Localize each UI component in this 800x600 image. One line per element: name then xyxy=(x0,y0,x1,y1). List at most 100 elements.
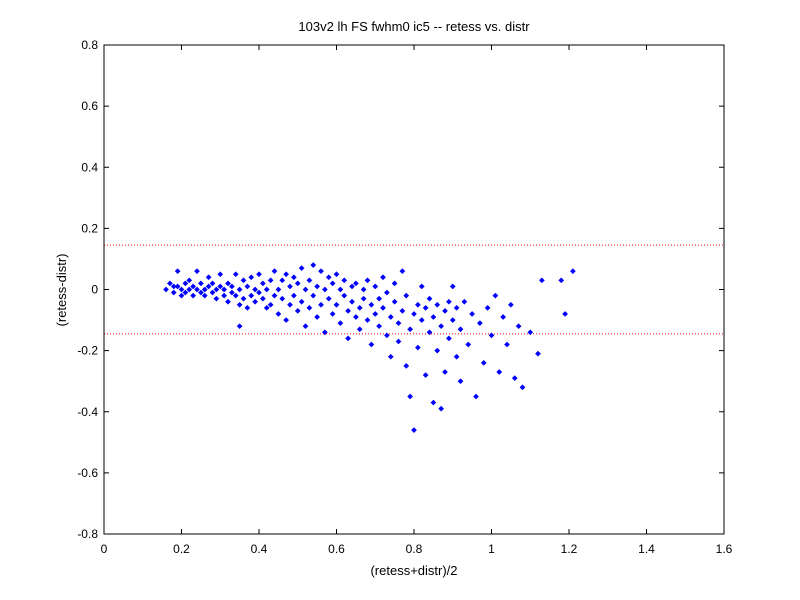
data-point xyxy=(457,378,464,385)
data-point xyxy=(174,268,181,275)
data-point xyxy=(217,271,224,278)
data-point xyxy=(445,298,452,305)
data-point xyxy=(248,292,255,299)
data-point xyxy=(256,271,262,278)
data-point xyxy=(352,280,359,287)
data-point xyxy=(465,341,472,348)
data-point xyxy=(337,320,344,327)
data-point xyxy=(240,277,247,284)
data-point xyxy=(496,369,503,375)
data-point xyxy=(290,292,297,299)
data-point xyxy=(275,286,282,293)
data-point xyxy=(438,323,445,330)
data-points xyxy=(163,262,576,434)
data-point xyxy=(306,277,313,284)
data-point xyxy=(445,335,452,342)
data-point xyxy=(391,280,398,287)
data-point xyxy=(186,286,193,293)
data-point xyxy=(418,283,425,290)
data-point xyxy=(538,277,545,284)
data-point xyxy=(411,427,417,434)
data-point xyxy=(527,329,534,336)
data-point xyxy=(225,280,231,287)
data-point xyxy=(325,274,332,281)
data-point xyxy=(376,323,383,330)
data-point xyxy=(364,317,371,324)
data-point xyxy=(558,277,565,284)
data-point xyxy=(263,304,270,311)
data-point xyxy=(248,274,255,281)
y-axis-label: (retess-distr) xyxy=(54,254,69,327)
data-point xyxy=(562,310,569,317)
y-tick-label: -0.2 xyxy=(77,344,98,358)
data-point xyxy=(442,369,448,375)
data-point xyxy=(333,271,340,278)
data-point xyxy=(236,323,243,330)
data-point xyxy=(170,289,177,296)
data-point xyxy=(383,332,390,339)
y-tick-label: 0.2 xyxy=(81,221,98,235)
data-point xyxy=(426,295,433,302)
data-point xyxy=(318,301,324,308)
data-point xyxy=(407,326,414,333)
data-point xyxy=(190,292,197,299)
data-point xyxy=(473,393,479,400)
data-point xyxy=(364,277,371,284)
data-point xyxy=(341,277,348,284)
data-point xyxy=(271,292,278,299)
data-point xyxy=(476,320,483,327)
data-point xyxy=(178,286,185,293)
data-point xyxy=(535,350,541,357)
data-point xyxy=(395,338,402,345)
data-point xyxy=(252,286,259,293)
x-tick-label: 0.4 xyxy=(251,542,268,556)
data-point xyxy=(178,292,185,299)
data-point xyxy=(182,289,189,296)
data-point xyxy=(407,393,414,400)
data-point xyxy=(457,326,464,333)
data-point xyxy=(279,295,286,302)
x-tick-label: 0 xyxy=(101,542,108,556)
data-point xyxy=(294,307,301,314)
data-point xyxy=(399,307,406,314)
data-point xyxy=(221,292,228,299)
y-tick-label: 0.8 xyxy=(81,38,98,52)
data-point xyxy=(403,362,410,369)
data-point xyxy=(360,286,367,293)
data-point xyxy=(190,283,197,290)
data-point xyxy=(321,329,328,336)
data-point xyxy=(380,274,386,281)
y-tick-label: -0.8 xyxy=(77,527,98,541)
data-point xyxy=(186,277,193,284)
data-point xyxy=(283,271,290,278)
data-point xyxy=(411,310,417,317)
data-point xyxy=(515,323,522,330)
data-point xyxy=(225,298,231,305)
data-point xyxy=(488,332,495,339)
data-point xyxy=(267,277,274,284)
x-tick-label: 1.6 xyxy=(716,542,733,556)
data-point xyxy=(252,298,259,305)
data-point xyxy=(213,295,220,302)
data-point xyxy=(302,323,309,330)
x-tick-label: 1 xyxy=(488,542,495,556)
data-point xyxy=(197,289,204,296)
data-point xyxy=(263,286,270,293)
data-point xyxy=(461,298,468,305)
data-point xyxy=(306,304,313,311)
data-point xyxy=(236,301,243,308)
data-point xyxy=(368,341,375,348)
data-point xyxy=(453,304,460,311)
data-point xyxy=(500,314,507,320)
x-tick-label: 0.6 xyxy=(328,542,345,556)
data-point xyxy=(349,298,355,305)
data-point xyxy=(349,283,355,290)
data-point xyxy=(449,283,456,290)
data-point xyxy=(395,320,402,327)
data-point xyxy=(267,301,274,308)
data-point xyxy=(259,295,266,302)
data-point xyxy=(205,283,212,290)
data-point xyxy=(422,304,429,311)
x-tick-label: 1.4 xyxy=(638,542,655,556)
data-point xyxy=(166,280,173,287)
